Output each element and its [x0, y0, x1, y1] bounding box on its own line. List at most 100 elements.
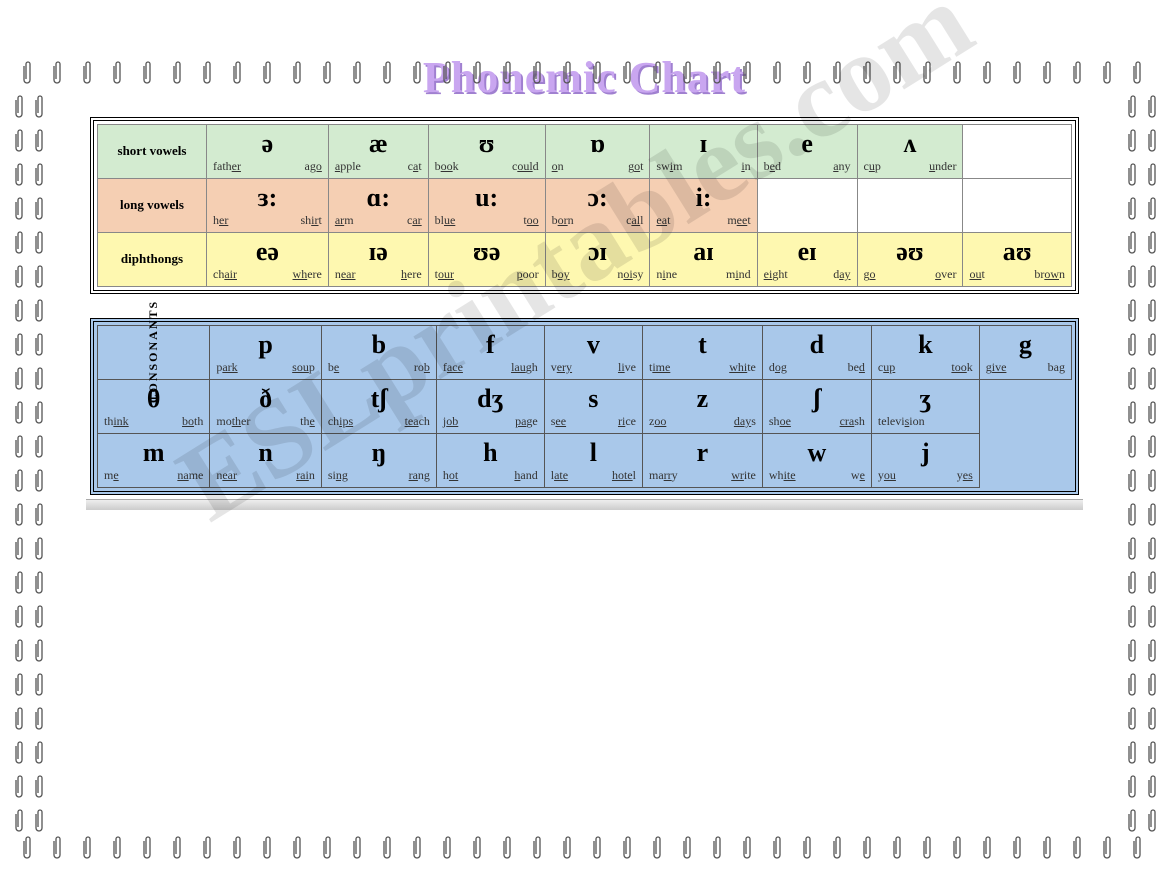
phoneme-symbol: b	[326, 328, 432, 358]
example-words: hothand	[441, 468, 540, 483]
phoneme-symbol: ʊə	[433, 235, 541, 265]
phoneme-cell: nnearrain	[210, 434, 321, 488]
phoneme-cell: əʊgoover	[857, 233, 963, 287]
paperclip-icon	[230, 835, 246, 865]
row-label: short vowels	[98, 125, 207, 179]
example-words: borncall	[550, 213, 646, 228]
paperclip-icon	[32, 128, 48, 158]
phoneme-cell: bberob	[321, 326, 436, 380]
paperclip-icon	[650, 835, 666, 865]
phoneme-symbol: d	[767, 328, 867, 358]
paperclip-icon	[1145, 604, 1161, 634]
phoneme-cell: ɪswimin	[650, 125, 757, 179]
paperclip-icon	[12, 162, 28, 192]
paperclip-icon	[1145, 468, 1161, 498]
paperclip-icon	[1125, 774, 1141, 804]
paperclip-icon	[920, 835, 936, 865]
phoneme-symbol: r	[647, 436, 758, 466]
paperclip-icon	[12, 332, 28, 362]
paperclip-icon	[20, 835, 36, 865]
example-words: zoodays	[647, 414, 758, 429]
phoneme-symbol: v	[549, 328, 638, 358]
paperclip-icon	[1145, 706, 1161, 736]
paperclip-icon	[1145, 434, 1161, 464]
phoneme-symbol: tʃ	[326, 382, 432, 412]
phoneme-symbol: t	[647, 328, 758, 358]
example-words: fatherago	[211, 159, 324, 174]
paperclip-icon	[500, 835, 516, 865]
phoneme-symbol: aʊ	[967, 235, 1067, 265]
paperclip-icon	[32, 230, 48, 260]
phoneme-cell: ʒtelevision	[871, 380, 979, 434]
paperclip-icon	[830, 835, 846, 865]
phoneme-cell: u: bluetoo	[428, 179, 545, 233]
paperclip-icon	[32, 536, 48, 566]
paperclip-icon	[1145, 638, 1161, 668]
example-words: timewhite	[647, 360, 758, 375]
paperclip-icon	[1145, 808, 1161, 838]
phoneme-cell: ʊbookcould	[428, 125, 545, 179]
paperclip-icon	[1145, 570, 1161, 600]
phoneme-symbol: dʒ	[441, 382, 540, 412]
paperclip-icon	[1145, 196, 1161, 226]
paperclip-icon	[1145, 230, 1161, 260]
paperclip-icon	[50, 835, 66, 865]
paperclip-icon	[32, 638, 48, 668]
example-words: givebag	[984, 360, 1067, 375]
paperclip-icon	[12, 604, 28, 634]
paperclip-icon	[12, 366, 28, 396]
paperclip-icon	[290, 835, 306, 865]
phoneme-symbol: ɒ	[550, 127, 646, 157]
phoneme-cell: sseerice	[544, 380, 642, 434]
paperclip-icon	[12, 230, 28, 260]
paperclip-icon	[12, 298, 28, 328]
paperclip-icon	[32, 366, 48, 396]
phoneme-symbol: h	[441, 436, 540, 466]
phoneme-cell: ɜ:hershirt	[207, 179, 329, 233]
phoneme-symbol: u:	[433, 181, 541, 211]
empty-cell	[963, 125, 1072, 179]
example-words: verylive	[549, 360, 638, 375]
paperclip-icon	[1145, 162, 1161, 192]
phoneme-cell: eəchairwhere	[207, 233, 329, 287]
paperclip-icon	[1125, 366, 1141, 396]
paperclip-icon	[1145, 774, 1161, 804]
paperclip-icon	[440, 835, 456, 865]
example-words: cupunder	[862, 159, 959, 174]
paperclip-icon	[32, 196, 48, 226]
row-label: long vowels	[98, 179, 207, 233]
example-words: eatmeet	[654, 213, 752, 228]
example-words: chipsteach	[326, 414, 432, 429]
phoneme-symbol: z	[647, 382, 758, 412]
phoneme-symbol: ɪə	[333, 235, 424, 265]
phoneme-cell: ɔɪboynoisy	[545, 233, 650, 287]
example-words: bluetoo	[433, 213, 541, 228]
paperclip-icon	[1145, 400, 1161, 430]
example-words: nearhere	[333, 267, 424, 282]
paperclip-icon	[860, 835, 876, 865]
paperclip-icon	[12, 128, 28, 158]
phoneme-cell: ðmotherthe	[210, 380, 321, 434]
phoneme-cell: t timewhite	[642, 326, 762, 380]
example-words: parksoup	[214, 360, 316, 375]
example-words: applecat	[333, 159, 424, 174]
paperclip-icon	[12, 264, 28, 294]
paperclip-icon	[32, 162, 48, 192]
phoneme-symbol: aɪ	[654, 235, 752, 265]
phoneme-cell: mmename	[98, 434, 210, 488]
paperclip-icon	[32, 468, 48, 498]
paperclip-icon	[12, 570, 28, 600]
phoneme-symbol: l	[549, 436, 638, 466]
example-words: mename	[102, 468, 205, 483]
paperclip-icon	[1125, 536, 1141, 566]
example-words: tourpoor	[433, 267, 541, 282]
phoneme-cell: ʃshoecrash	[762, 380, 871, 434]
phoneme-cell: llatehotel	[544, 434, 642, 488]
phoneme-symbol: ð	[214, 382, 316, 412]
paperclip-icon	[32, 672, 48, 702]
paperclip-icon	[12, 468, 28, 498]
paperclip-icon	[380, 835, 396, 865]
example-words: boynoisy	[550, 267, 646, 282]
phoneme-symbol: w	[767, 436, 867, 466]
row-label: diphthongs	[98, 233, 207, 287]
